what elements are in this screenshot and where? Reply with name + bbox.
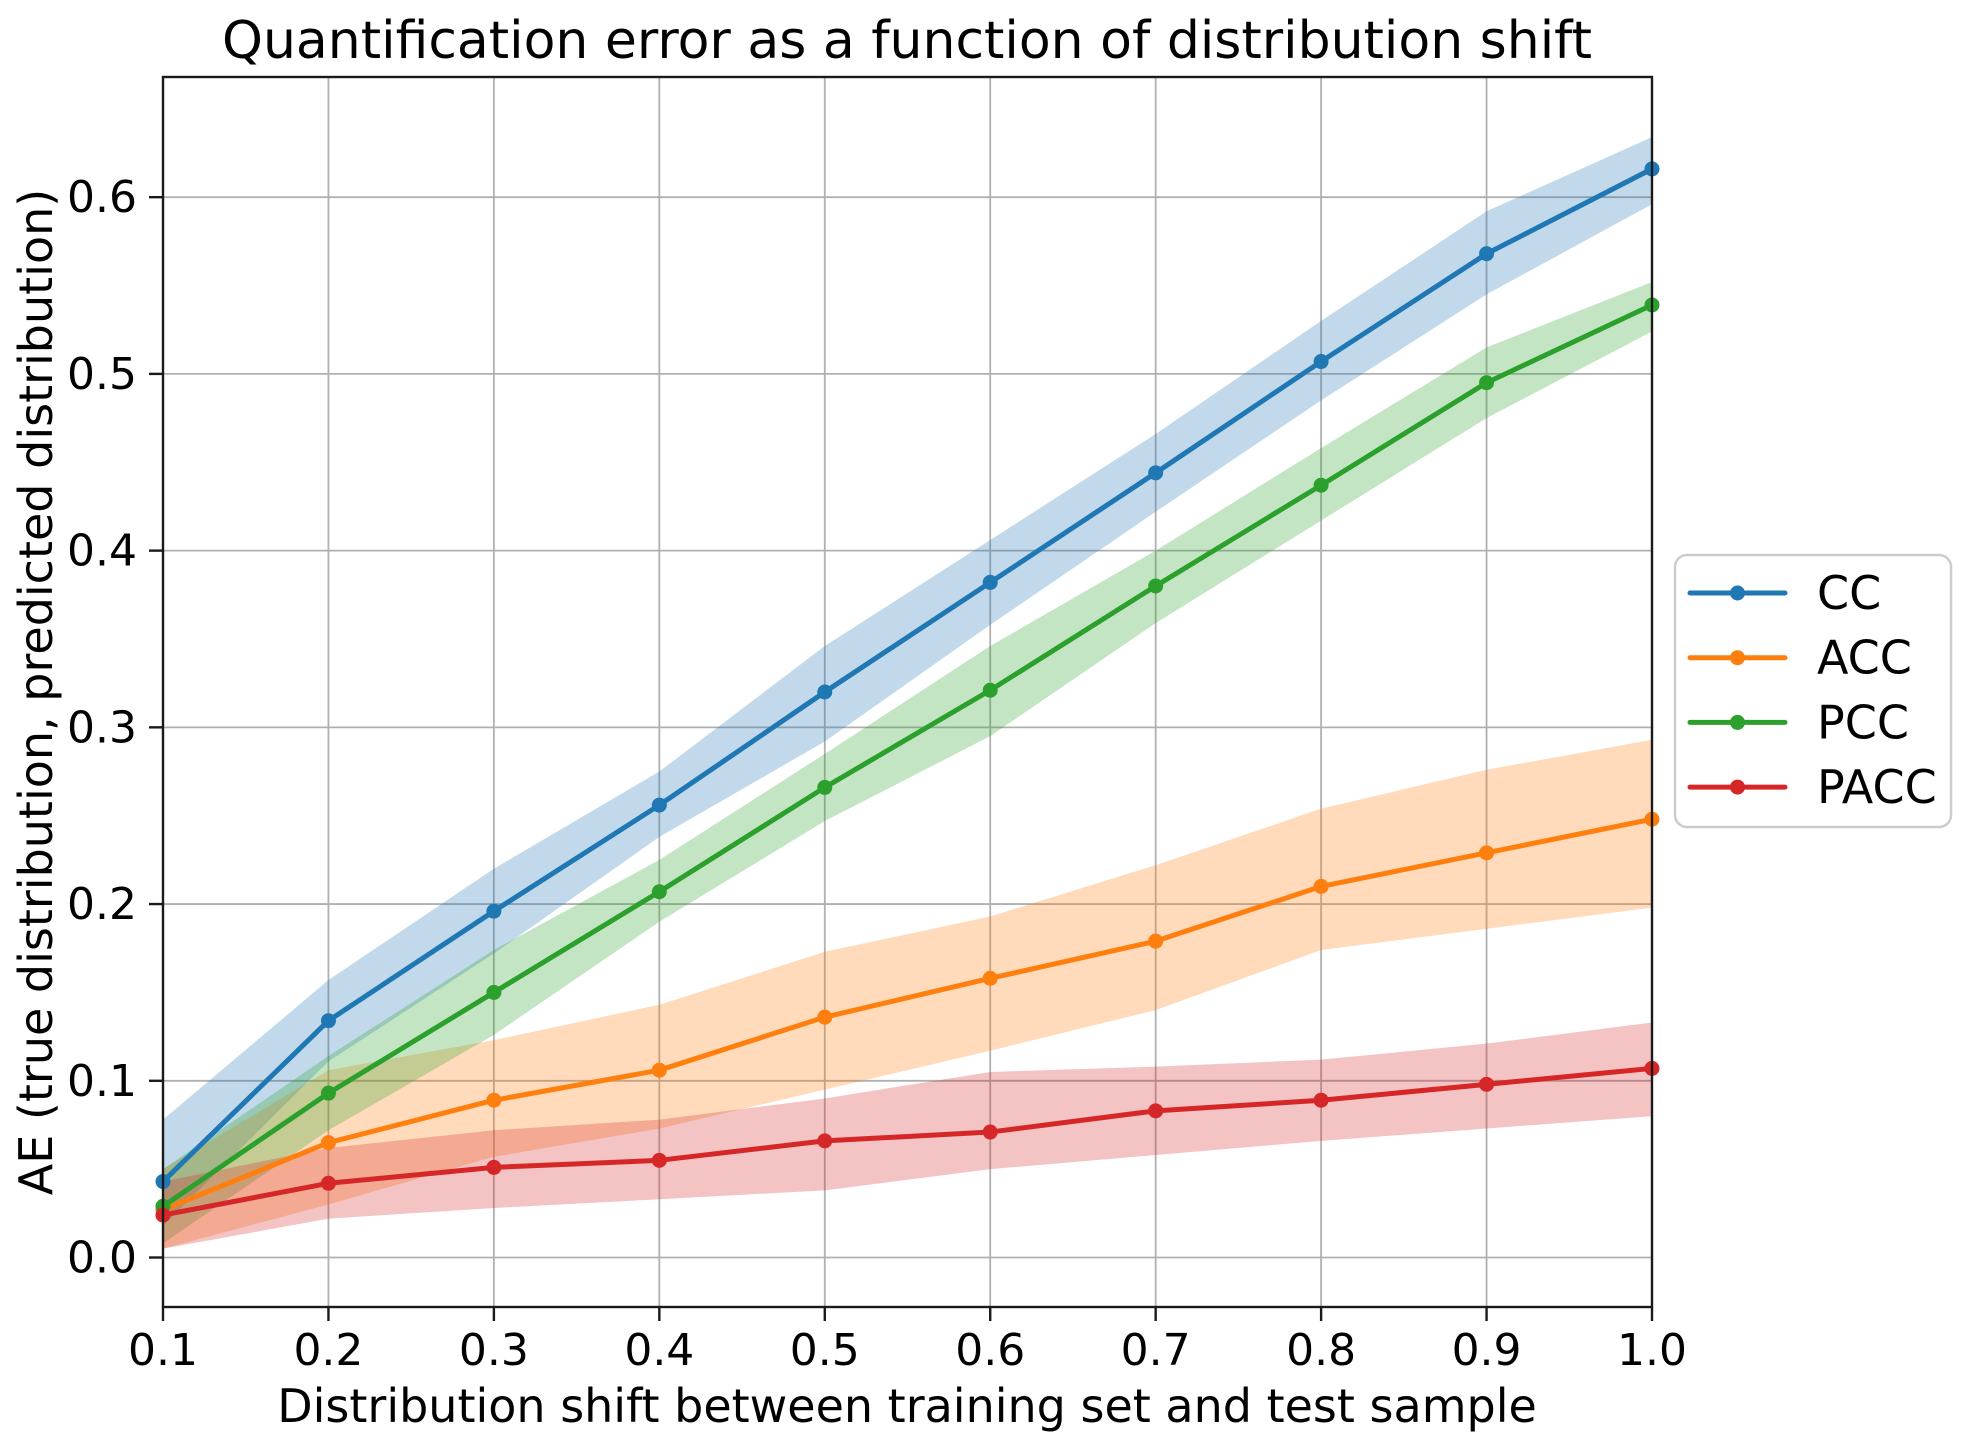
y-axis-label: AE (true distribution, predicted distrib…	[9, 189, 63, 1195]
legend: CC ACC PCC PACC	[1673, 553, 1953, 829]
data-point-marker-PCC	[817, 779, 833, 795]
series-band-ACC	[163, 739, 1652, 1249]
series-band-CC	[163, 137, 1652, 1226]
series-line-PACC	[160, 1065, 1655, 1218]
data-point-marker-PACC	[320, 1175, 336, 1191]
confidence-band-layer	[163, 137, 1652, 1249]
y-tick-label: 0.5	[67, 349, 137, 400]
x-axis-label: Distribution shift between training set …	[277, 1379, 1537, 1433]
y-tick-label: 0.4	[67, 526, 137, 577]
chart-title: Quantification error as a function of di…	[222, 11, 1592, 71]
data-point-marker-ACC	[982, 970, 998, 986]
data-point-marker-PCC	[1148, 578, 1164, 594]
legend-label: ACC	[1817, 631, 1912, 685]
legend-entries: CC ACC PCC PACC	[1687, 566, 1937, 814]
data-point-marker-CC	[651, 797, 667, 813]
x-tick-label: 0.9	[1452, 1325, 1522, 1376]
data-point-marker-PACC	[651, 1152, 667, 1168]
data-point-marker-ACC	[651, 1062, 667, 1078]
legend-label: PACC	[1817, 760, 1937, 814]
x-tick-label: 0.5	[790, 1325, 860, 1376]
x-tick-label: 0.7	[1121, 1325, 1191, 1376]
legend-marker	[1730, 714, 1745, 730]
data-point-marker-PACC	[1148, 1103, 1164, 1119]
data-point-marker-CC	[817, 684, 833, 700]
data-point-marker-ACC	[1148, 933, 1164, 949]
data-point-marker-CC	[1479, 246, 1495, 262]
data-point-marker-CC	[1148, 465, 1164, 481]
legend-box	[1673, 553, 1953, 829]
legend-entry-PACC: PACC	[1687, 760, 1937, 814]
data-point-marker-PACC	[1313, 1092, 1329, 1108]
legend-marker	[1730, 585, 1745, 601]
legend-marker	[1730, 779, 1745, 795]
data-point-marker-CC	[1313, 354, 1329, 370]
series-band-PCC	[163, 282, 1652, 1244]
legend-entry-CC: CC	[1687, 566, 1881, 620]
series-line-layer	[155, 161, 1660, 1223]
series-line-ACC	[160, 816, 1655, 1213]
data-point-marker-ACC	[486, 1092, 502, 1108]
data-point-marker-PCC	[1313, 477, 1329, 493]
y-tick-label: 0.6	[67, 172, 137, 223]
legend-label: CC	[1817, 566, 1881, 620]
data-point-marker-PCC	[1479, 375, 1495, 391]
data-point-marker-CC	[320, 1013, 336, 1029]
x-tick-label: 0.1	[128, 1325, 198, 1376]
data-point-marker-PCC	[651, 884, 667, 900]
legend-label: PCC	[1817, 695, 1909, 749]
x-tick-label: 0.6	[955, 1325, 1025, 1376]
legend-entry-PCC: PCC	[1687, 695, 1909, 749]
y-tick-label: 0.2	[67, 879, 137, 930]
data-point-marker-PACC	[486, 1159, 502, 1175]
data-point-marker-ACC	[817, 1009, 833, 1025]
data-point-marker-ACC	[320, 1135, 336, 1151]
x-tick-label: 1.0	[1617, 1325, 1687, 1376]
y-tick-label: 0.0	[67, 1233, 137, 1284]
data-point-marker-ACC	[1479, 845, 1495, 861]
x-tick-label: 0.8	[1286, 1325, 1356, 1376]
data-point-marker-CC	[982, 574, 998, 590]
data-point-marker-PCC	[486, 984, 502, 1000]
data-point-marker-PACC	[982, 1124, 998, 1140]
data-point-marker-ACC	[1313, 878, 1329, 894]
legend-marker	[1730, 650, 1745, 666]
x-tick-label: 0.3	[459, 1325, 529, 1376]
data-point-marker-PACC	[1479, 1076, 1495, 1092]
plot-frame	[161, 75, 1654, 1309]
tick-layer: 0.1 0.2 0.3 0.4 0.5 0.6 0.7 0.8 0.9 1.0 0.0 0.1 0.2 0…	[67, 172, 1687, 1376]
x-tick-label: 0.2	[293, 1325, 363, 1376]
legend-entry-ACC: ACC	[1687, 631, 1912, 685]
data-point-marker-PCC	[982, 682, 998, 698]
data-point-marker-CC	[486, 903, 502, 919]
y-tick-label: 0.3	[67, 702, 137, 753]
x-tick-label: 0.4	[624, 1325, 694, 1376]
series-line-CC	[160, 166, 1655, 1185]
y-tick-label: 0.1	[67, 1056, 137, 1107]
data-point-marker-PCC	[320, 1085, 336, 1101]
data-point-marker-PACC	[817, 1133, 833, 1149]
series-line-PCC	[160, 302, 1655, 1209]
